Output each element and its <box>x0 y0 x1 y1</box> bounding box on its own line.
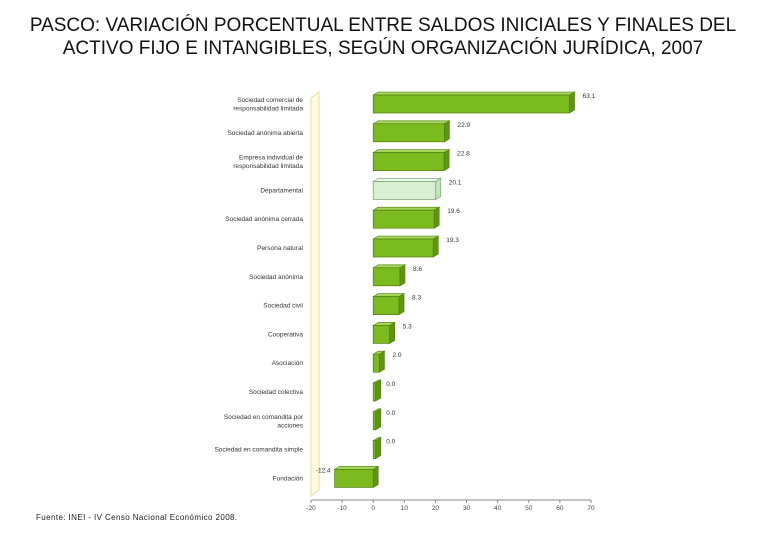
bar <box>372 91 576 114</box>
data-label: 22.8 <box>457 151 470 158</box>
bar-end-face <box>433 206 440 229</box>
bar-end-face <box>375 379 382 402</box>
bar-end-face <box>375 437 382 460</box>
bar-top-face <box>372 206 441 211</box>
chart-title: PASCO: VARIACIÓN PORCENTUAL ENTRE SALDOS… <box>29 15 737 59</box>
bar-top-face <box>333 466 380 470</box>
bar-front-face <box>372 382 377 402</box>
bar <box>372 120 451 143</box>
bar-top-face <box>372 91 576 96</box>
bar-end-face <box>399 264 406 287</box>
category-label: Persona natural <box>257 245 303 252</box>
bar <box>372 264 407 287</box>
category-label: Departamental <box>260 187 303 194</box>
bar-end-face <box>389 321 396 344</box>
x-tick-label: -20 <box>306 505 316 512</box>
bar-end-face <box>375 408 382 431</box>
bar <box>372 149 451 172</box>
chart-wall <box>310 91 320 497</box>
data-label: -12.4 <box>316 467 331 474</box>
data-label: 8.6 <box>413 266 422 273</box>
bar-front-face <box>372 123 445 143</box>
bar-top-face <box>372 149 451 153</box>
category-label: Sociedad civil <box>263 303 303 310</box>
bar <box>372 379 382 402</box>
category-label: Sociedad en comandita por acciones <box>224 414 304 430</box>
bar-top-face <box>372 235 440 240</box>
bar-end-face <box>569 91 575 114</box>
x-tick-label: 20 <box>432 505 440 512</box>
data-label: 0.0 <box>386 439 395 446</box>
source-note: Fuente: INEI - IV Censo Nacional Económi… <box>36 513 238 522</box>
category-labels: Sociedad comercial de responsabilidad lim… <box>214 97 303 482</box>
bar-front-face <box>372 152 445 171</box>
bar-front-face <box>372 94 570 114</box>
x-tick-label: 30 <box>463 505 471 512</box>
bar-end-face <box>432 235 439 258</box>
bar-front-face <box>372 411 377 431</box>
bar-top-face <box>372 120 451 125</box>
bar <box>372 293 406 316</box>
category-label: Cooperativa <box>268 331 303 338</box>
data-labels: 63.1 22.9 22.8 20.1 19.6 19.3 8.6 8.3 5.3 2.0 0.0 0… <box>316 93 596 474</box>
x-tick-label: -10 <box>337 505 347 512</box>
x-tick-label: 10 <box>401 505 409 512</box>
category-label: Sociedad comercial de responsabilidad lim… <box>233 97 303 113</box>
category-label: Sociedad colectiva <box>249 389 304 396</box>
data-label: 19.6 <box>447 208 460 215</box>
data-label: 5.3 <box>403 323 412 330</box>
data-label: 22.9 <box>457 122 470 129</box>
data-label: 63.1 <box>583 93 596 100</box>
bar-end-face <box>444 120 450 143</box>
bar-front-face <box>372 238 434 258</box>
bar-front-face <box>372 440 377 459</box>
bar <box>372 321 396 344</box>
data-label: 8.3 <box>412 295 421 302</box>
category-label: Asociación <box>272 360 304 367</box>
x-tick-label: 40 <box>494 505 502 512</box>
bar-front-face <box>372 267 401 287</box>
bar-front-face <box>372 296 400 315</box>
chart-side-wall <box>310 91 320 497</box>
data-label: 19.3 <box>446 237 459 244</box>
data-label: 0.0 <box>386 410 395 417</box>
bar-end-face <box>372 465 379 488</box>
bar <box>333 465 380 488</box>
bar <box>372 235 440 258</box>
category-label: Sociedad anónima abierta <box>227 130 303 137</box>
bar-front-face <box>372 325 391 344</box>
x-axis: -20 -10 0 10 20 30 40 50 60 70 <box>306 499 595 512</box>
bar-end-face <box>443 149 450 172</box>
category-label: Fundación <box>273 475 304 482</box>
bar-end-face <box>435 177 442 200</box>
bar-front-face <box>372 181 437 200</box>
bar <box>372 206 441 229</box>
x-tick-label: 70 <box>587 505 595 512</box>
bar-top-face <box>372 178 442 182</box>
data-label: 2.0 <box>392 352 401 359</box>
bar-front-face <box>372 209 435 229</box>
bar-end-face <box>379 350 385 373</box>
bar <box>372 350 386 373</box>
category-label: Sociedad anónima cerrada <box>225 216 303 223</box>
bar <box>372 437 382 460</box>
bar-front-face <box>334 469 374 488</box>
bar <box>372 177 442 200</box>
category-label: Empresa individual de responsabilidad lim… <box>233 155 303 171</box>
category-label: Sociedad en comandita simple <box>214 447 303 454</box>
bar <box>372 408 382 431</box>
bar-series <box>333 91 576 488</box>
data-label: 20.1 <box>449 179 462 186</box>
x-tick-label: 50 <box>525 505 533 512</box>
category-label: Sociedad anónima <box>249 274 303 281</box>
x-tick-label: 0 <box>371 505 375 512</box>
data-label: 0.0 <box>386 381 395 388</box>
x-tick-label: 60 <box>556 505 564 512</box>
bar-end-face <box>398 293 405 316</box>
bar-front-face <box>372 353 380 373</box>
